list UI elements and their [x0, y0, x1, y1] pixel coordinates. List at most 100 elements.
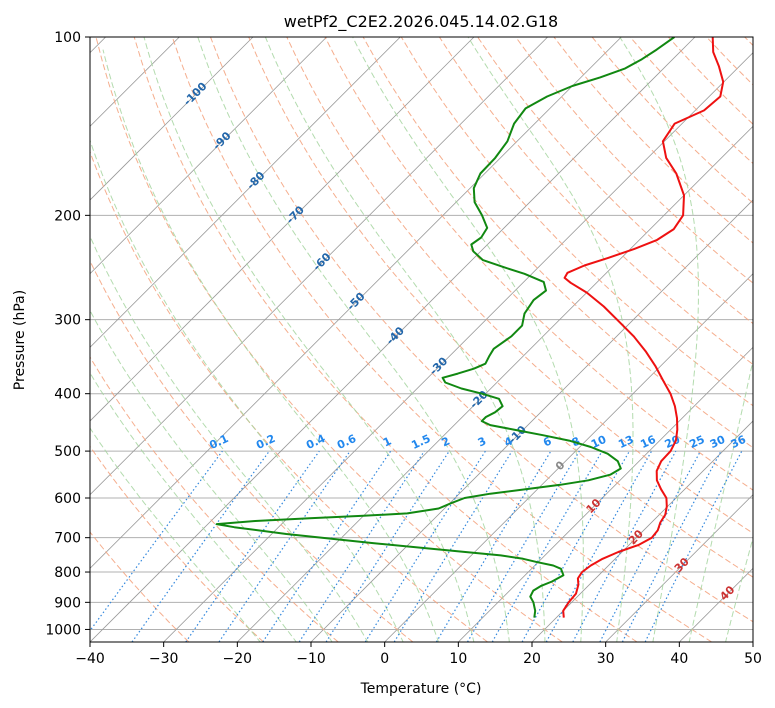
y-tick-label: 800 — [54, 565, 81, 581]
mixing-ratio-line — [545, 450, 653, 642]
mixing-ratio-line — [521, 450, 631, 642]
plot-area: -100-90-80-70-60-50-40-30-20-10010203040… — [90, 37, 753, 642]
moist-adiabat-line — [688, 357, 753, 642]
dry-adiabat-line — [438, 37, 753, 366]
dry-adiabat-line — [553, 37, 753, 244]
isotherm-label: -30 — [427, 354, 450, 377]
moist-adiabat-line — [90, 138, 404, 642]
dry-adiabat-line — [706, 37, 753, 86]
x-axis-title: Temperature (°C) — [360, 681, 482, 697]
isotherm-line — [90, 37, 327, 275]
y-tick-label: 900 — [54, 595, 81, 611]
isotherm-line — [90, 37, 254, 201]
x-tick-label: −40 — [75, 651, 105, 667]
mixing-ratio-line — [90, 450, 223, 632]
x-tick-label: 50 — [744, 651, 762, 667]
moist-adiabat-line — [90, 309, 333, 642]
dry-adiabat-line — [90, 356, 339, 642]
mixing-ratio-line — [185, 450, 320, 642]
dry-adiabat-line — [515, 37, 753, 284]
mixing-ratio-line — [435, 450, 552, 642]
moist-adiabat-line — [143, 37, 475, 642]
mixing-ratio-line — [262, 450, 392, 642]
y-tick-label: 700 — [54, 531, 81, 547]
mixing-ratio-label: 0.1 — [207, 432, 230, 452]
plot-frame — [89, 36, 754, 643]
moist-adiabat-line — [467, 37, 634, 642]
moist-adiabat-line — [90, 371, 297, 642]
mixing-ratio-label: 1.5 — [409, 432, 432, 452]
dry-adiabat-line — [90, 150, 488, 642]
y-axis-title: Pressure (hPa) — [12, 290, 28, 390]
x-tick-label: 40 — [670, 651, 688, 667]
x-tick-label: 20 — [523, 651, 541, 667]
dry-adiabat-line — [248, 37, 753, 578]
dry-adiabat-line — [90, 531, 190, 642]
axes: −40 −30 −20 −10 0 10 20 30 40 5010009008007006005… — [45, 30, 762, 667]
temperature-profile-line — [562, 37, 725, 618]
moist-adiabat-line — [264, 37, 546, 642]
mixing-ratio-line — [218, 450, 351, 642]
dry-adiabat-line — [171, 37, 712, 642]
dry-adiabat-line — [400, 37, 753, 407]
mixing-ratio-line — [599, 450, 702, 642]
dry-adiabat-line — [210, 37, 753, 623]
dry-adiabat-line — [286, 37, 753, 534]
dry-adiabat-line — [668, 37, 753, 125]
mixing-ratio-label: 10 — [589, 433, 609, 451]
isotherm-label: 10 — [584, 496, 604, 516]
x-tick-label: −20 — [223, 651, 253, 667]
x-tick-label: −30 — [149, 651, 179, 667]
mixing-ratio-line — [644, 450, 743, 642]
y-tick-label: 200 — [54, 208, 81, 224]
isotherm-line — [605, 494, 753, 642]
dry-adiabat-line — [133, 37, 638, 642]
isotherm-line — [90, 37, 475, 422]
isotherm-line — [679, 567, 753, 642]
isotherm-line — [531, 420, 753, 642]
y-tick-label: 300 — [54, 313, 81, 329]
isotherm-line — [384, 273, 753, 642]
mixing-ratio-label: 0.2 — [254, 432, 277, 452]
mixing-ratio-line — [325, 450, 450, 642]
mixing-ratio-line — [298, 450, 425, 642]
moist-adiabat-line — [90, 235, 369, 642]
x-tick-label: 30 — [597, 651, 615, 667]
mixing-ratio-label: 25 — [687, 433, 706, 451]
x-tick-label: 0 — [380, 651, 389, 667]
x-tick-label: 10 — [449, 651, 467, 667]
chart-title: wetPf2_C2E2.2026.045.14.02.G18 — [284, 12, 558, 32]
isotherm-label: -60 — [310, 250, 333, 273]
isotherm-line — [90, 37, 622, 569]
y-tick-label: 500 — [54, 444, 81, 460]
isotherm-label: -80 — [244, 169, 267, 192]
isotherm-line — [752, 641, 753, 642]
dry-adiabat-line — [95, 37, 563, 642]
mixing-ratio-label: 2 — [440, 434, 452, 449]
mixing-ratio-label: 30 — [708, 433, 728, 451]
isotherm-label: -100 — [181, 79, 210, 108]
y-tick-label: 100 — [54, 30, 81, 46]
isotherm-line — [90, 37, 548, 496]
mixing-ratio-label: 13 — [616, 433, 635, 451]
moist-adiabat-line — [90, 427, 261, 642]
mixing-ratio-label: 16 — [638, 433, 658, 451]
isotherm-label: 40 — [717, 583, 737, 603]
mixing-ratio-label: 0.6 — [335, 432, 358, 452]
x-tick-label: −10 — [296, 651, 326, 667]
dry-adiabat-line — [90, 445, 264, 642]
isotherm-label: 0 — [553, 458, 568, 473]
isotherm-line — [163, 52, 753, 642]
moist-adiabat-line — [102, 49, 440, 642]
y-tick-label: 400 — [54, 387, 81, 403]
mixing-ratio-line — [572, 450, 677, 642]
mixing-ratio-line — [131, 450, 270, 642]
moist-adiabat-line — [619, 37, 699, 642]
isotherm-label: -50 — [344, 290, 367, 313]
moist-adiabat-line — [725, 536, 753, 642]
y-tick-label: 1000 — [45, 622, 81, 638]
mixing-ratio-label: 20 — [663, 433, 683, 451]
isotherm-line — [458, 346, 753, 642]
isotherm-label: -90 — [210, 129, 233, 152]
